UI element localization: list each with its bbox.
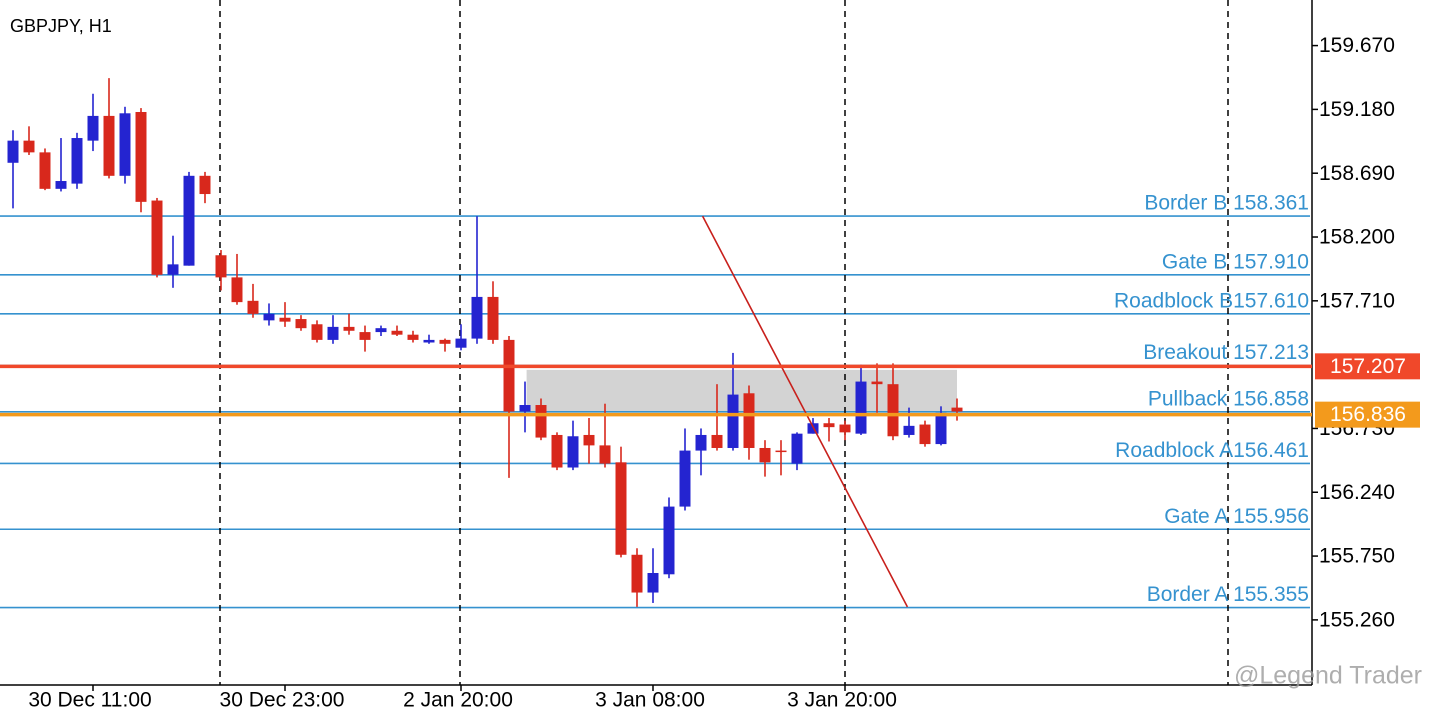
candle-body xyxy=(487,296,499,340)
candle-body xyxy=(151,200,163,275)
candle-body xyxy=(919,424,931,445)
candle-body xyxy=(167,264,179,275)
candle-body xyxy=(391,330,403,335)
candle-body xyxy=(263,313,275,321)
candle-body xyxy=(855,381,867,434)
candle-body xyxy=(583,434,595,446)
price-marker-box xyxy=(1315,401,1420,428)
candle-body xyxy=(679,450,691,507)
candle-body xyxy=(599,445,611,464)
candle-body xyxy=(247,300,259,314)
zone xyxy=(526,369,957,412)
x-tick-label: 3 Jan 20:00 xyxy=(787,689,897,712)
underlay xyxy=(0,215,1310,609)
price-marker-label: 157.207 xyxy=(1330,355,1406,378)
y-tick-label: 159.670 xyxy=(1319,34,1395,57)
candle-body xyxy=(231,277,243,303)
candle-body xyxy=(439,339,451,344)
level-label: Pullback 156.858 xyxy=(1148,387,1309,410)
x-tick-label: 30 Dec 23:00 xyxy=(220,689,345,712)
candle-body xyxy=(711,434,723,448)
candle-body xyxy=(743,393,755,448)
candle-body xyxy=(663,506,675,575)
y-tick-label: 158.690 xyxy=(1319,162,1395,185)
candle-body xyxy=(279,317,291,322)
candle-body xyxy=(327,326,339,340)
y-tick-label: 155.750 xyxy=(1319,545,1395,568)
candle-body xyxy=(87,115,99,141)
candle-body xyxy=(23,140,35,153)
y-tick-label: 157.710 xyxy=(1319,289,1395,312)
candle-body xyxy=(407,334,419,340)
candle-body xyxy=(727,394,739,448)
candle-body xyxy=(199,175,211,195)
candle-body xyxy=(503,339,515,412)
y-tick-label: 158.200 xyxy=(1319,226,1395,249)
candle-body xyxy=(823,423,835,428)
level-label: Roadblock B157.610 xyxy=(1114,289,1309,312)
candle-body xyxy=(839,424,851,433)
x-tick-label: 3 Jan 08:00 xyxy=(595,689,705,712)
level-label: Gate A 155.956 xyxy=(1164,505,1309,528)
candle-body xyxy=(423,339,435,343)
candle-body xyxy=(311,324,323,340)
candle-body xyxy=(887,384,899,437)
candle-body xyxy=(7,140,19,163)
level-label: Breakout 157.213 xyxy=(1143,341,1309,364)
candle-body xyxy=(119,113,131,176)
candle-body xyxy=(759,447,771,463)
level-label: Roadblock A156.461 xyxy=(1115,439,1309,462)
candle-body xyxy=(71,138,83,184)
candle-body xyxy=(471,296,483,339)
candle-body xyxy=(647,573,659,593)
level-label: Gate B 157.910 xyxy=(1162,250,1309,273)
trendline xyxy=(701,215,909,608)
candle-body xyxy=(375,328,387,333)
watermark: @Legend Trader xyxy=(1234,662,1422,690)
y-tick-label: 155.260 xyxy=(1319,608,1395,631)
candle-body xyxy=(295,319,307,329)
candle-body xyxy=(951,407,963,412)
candle-body xyxy=(215,255,227,278)
candle-body xyxy=(103,115,115,176)
y-tick-label: 159.180 xyxy=(1319,98,1395,121)
candle-body xyxy=(871,381,883,385)
candle-body xyxy=(343,326,355,331)
x-tick-label: 30 Dec 11:00 xyxy=(28,689,151,712)
candle-body xyxy=(519,405,531,412)
x-tick-label: 2 Jan 20:00 xyxy=(403,689,513,712)
candle-body xyxy=(775,450,787,453)
candle-body xyxy=(903,425,915,435)
candle-body xyxy=(567,436,579,468)
candle-body xyxy=(695,434,707,451)
candle-body xyxy=(135,111,147,202)
price-marker-box xyxy=(1315,353,1420,380)
candle-body xyxy=(535,405,547,438)
candle-body xyxy=(791,433,803,464)
level-label: Border A 155.355 xyxy=(1147,583,1309,606)
candle-body xyxy=(631,554,643,593)
candle-body xyxy=(183,175,195,266)
candle-body xyxy=(55,181,67,189)
candle-body xyxy=(455,338,467,348)
y-tick-label: 156.240 xyxy=(1319,481,1395,504)
candle-body xyxy=(935,412,947,445)
price-marker-label: 156.836 xyxy=(1330,403,1406,426)
candle-body xyxy=(39,152,51,189)
level-label: Border B 158.361 xyxy=(1144,192,1309,215)
candle-body xyxy=(359,332,371,340)
candle-body xyxy=(615,462,627,555)
chart-title: GBPJPY, H1 xyxy=(10,16,112,36)
candle-body xyxy=(551,434,563,468)
